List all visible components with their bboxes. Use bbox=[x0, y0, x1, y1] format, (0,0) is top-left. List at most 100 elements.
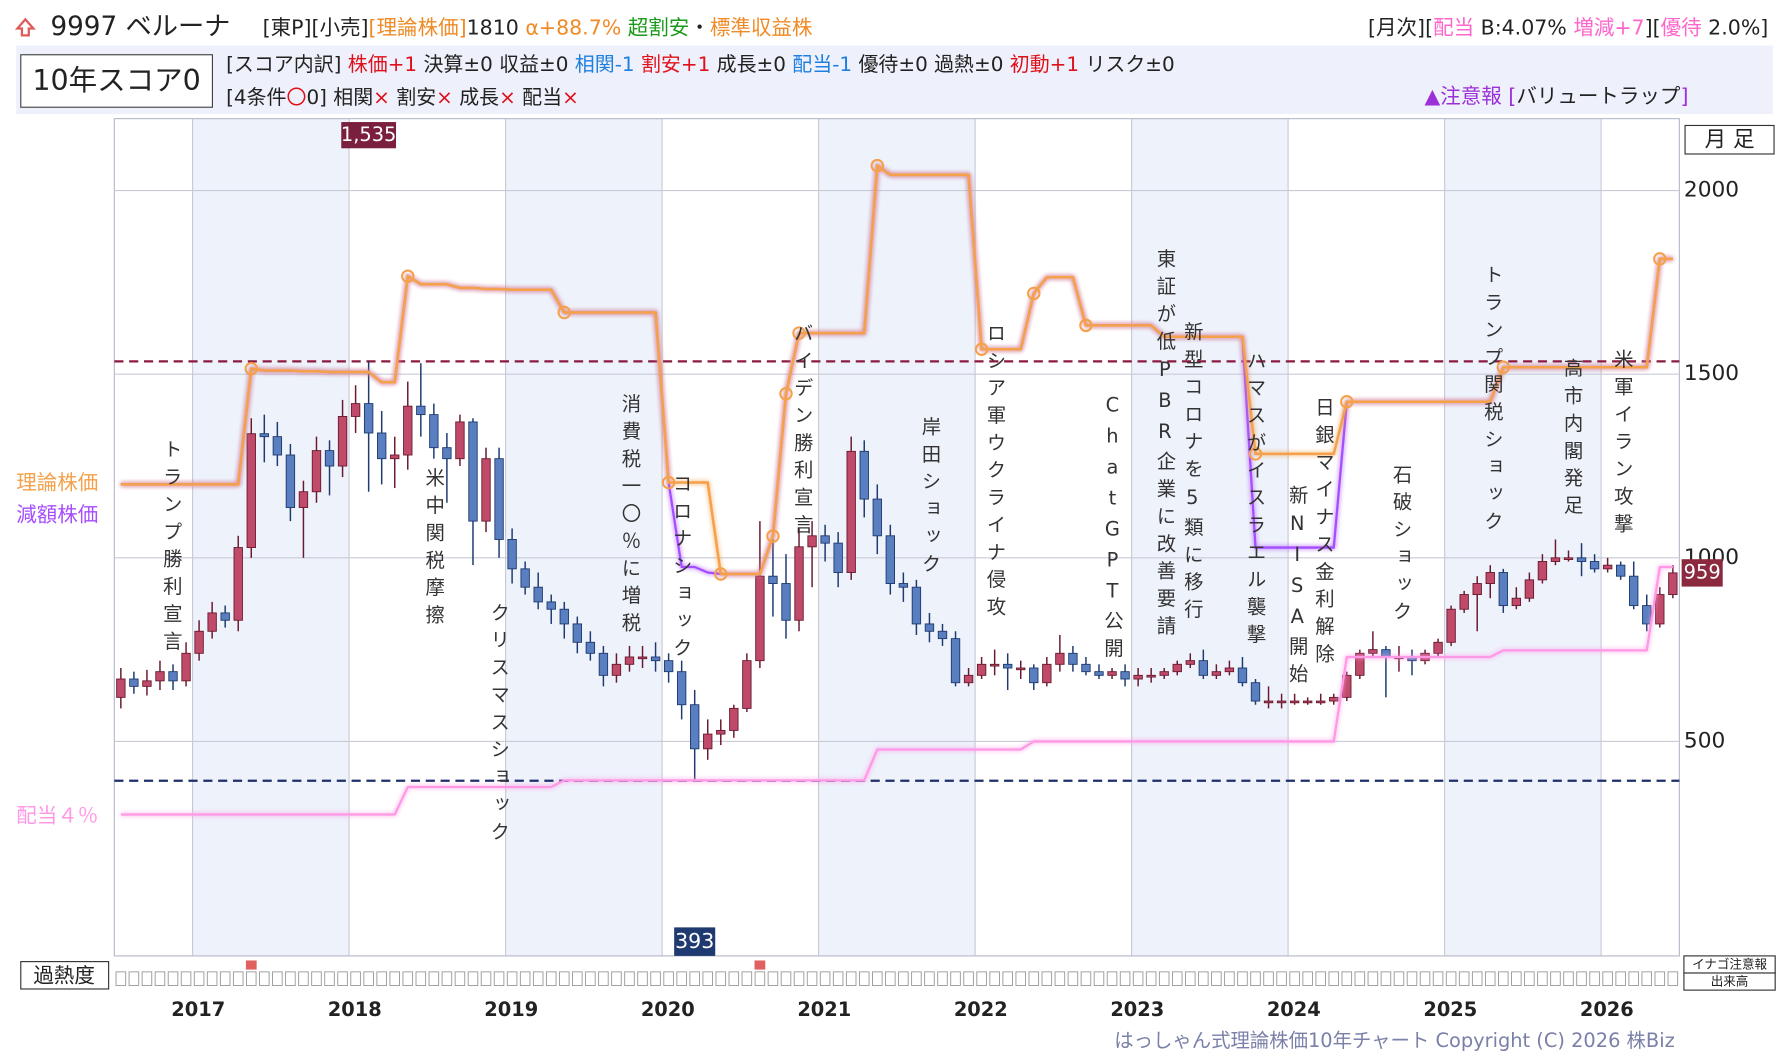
overheat-cell bbox=[1458, 971, 1470, 987]
overheat-cell bbox=[832, 971, 844, 987]
candle-body bbox=[859, 450, 869, 500]
revision-marker bbox=[661, 475, 676, 490]
overheat-cell bbox=[532, 971, 544, 987]
text-run: 割安+1 bbox=[641, 52, 710, 76]
text-run: [4条件 bbox=[226, 85, 286, 109]
overheat-cell bbox=[1002, 971, 1013, 987]
candle-body bbox=[390, 454, 400, 460]
legend-label: 減額株価 bbox=[16, 503, 98, 527]
line bbox=[120, 565, 1673, 816]
candle-body bbox=[1237, 667, 1248, 684]
event-label: バイデン勝利宣言 bbox=[791, 323, 814, 542]
y-tick-label: 2000 bbox=[1684, 178, 1739, 203]
event-label: 新NISA開始 bbox=[1286, 485, 1309, 691]
candle-body bbox=[1355, 652, 1365, 676]
candle-body bbox=[937, 630, 948, 640]
overheat-cell bbox=[441, 971, 453, 987]
overheat-cell bbox=[376, 971, 387, 987]
revision-marker bbox=[557, 305, 572, 320]
candle-body bbox=[1042, 663, 1052, 684]
overheat-cell bbox=[702, 971, 714, 987]
candle-body bbox=[1250, 682, 1261, 702]
candle-body bbox=[507, 539, 517, 570]
candle-body bbox=[377, 432, 387, 460]
year-label: 2026 bbox=[1580, 998, 1634, 1021]
text-run: 配当-1 bbox=[792, 52, 852, 76]
overheat-cell bbox=[1080, 971, 1092, 987]
candle-body bbox=[755, 575, 765, 662]
overheat-cell bbox=[1132, 971, 1144, 987]
candle-body bbox=[324, 450, 335, 467]
text-run: [東P][小売] bbox=[263, 16, 369, 40]
overheat-cell bbox=[389, 971, 400, 987]
overheat-cell bbox=[180, 971, 192, 987]
overheat-cell bbox=[1119, 971, 1131, 987]
overheat-cell bbox=[1602, 971, 1613, 987]
legend-label: 配当４％ bbox=[16, 804, 98, 828]
candle-body bbox=[194, 630, 204, 654]
overheat-cell bbox=[1615, 971, 1626, 987]
candle-body bbox=[1029, 667, 1039, 684]
stock-name: 9997 ベルーナ bbox=[50, 12, 230, 42]
volume-box bbox=[1683, 972, 1776, 991]
candle-body bbox=[181, 652, 191, 682]
header-line: [東P][小売][理論株価]1810 α+88.7% 超割安・標準収益株 bbox=[263, 16, 813, 40]
overheat-cell bbox=[1224, 971, 1235, 987]
overheat-cell bbox=[1445, 971, 1457, 987]
overheat-cell bbox=[1185, 971, 1196, 987]
text-run: 決算±0 収益±0 bbox=[417, 52, 575, 76]
revision-marker bbox=[870, 158, 885, 173]
overheat-cell bbox=[559, 971, 570, 987]
candle-body bbox=[468, 421, 478, 522]
candle-body bbox=[872, 498, 882, 537]
year-band bbox=[505, 118, 663, 956]
overheat-flag bbox=[245, 960, 257, 970]
score: 10年スコア0 bbox=[32, 64, 200, 97]
overheat-cell bbox=[1667, 971, 1679, 987]
overheat-cell bbox=[337, 971, 348, 987]
overheat-cell bbox=[324, 971, 335, 987]
overheat-cell bbox=[637, 971, 648, 987]
overheat-cell bbox=[1563, 971, 1574, 987]
candle-body bbox=[885, 535, 896, 584]
candle-body bbox=[1615, 564, 1626, 577]
text-run: 〇 bbox=[287, 85, 307, 109]
candle-body bbox=[246, 433, 256, 549]
candle-body bbox=[598, 652, 609, 676]
overheat-cell bbox=[676, 971, 687, 987]
high-label: 1,535 bbox=[341, 123, 396, 146]
text-run: ] bbox=[1680, 84, 1688, 108]
text-run: α+88.7% bbox=[525, 16, 627, 40]
overheat-cell bbox=[1250, 971, 1261, 987]
overheat-cell bbox=[598, 971, 609, 987]
overheat-cell bbox=[793, 971, 805, 987]
text-run: 2.0%] bbox=[1702, 16, 1769, 40]
overheat-cell bbox=[1589, 971, 1600, 987]
text-run: 1810 bbox=[467, 16, 526, 40]
overheat-cell bbox=[1511, 971, 1522, 987]
candle-body bbox=[846, 450, 856, 573]
overheat-cell bbox=[1171, 971, 1183, 987]
overheat-cell bbox=[1315, 971, 1326, 987]
year-label: 2020 bbox=[641, 998, 695, 1021]
text-run: [ bbox=[1508, 84, 1516, 108]
text-run: × bbox=[436, 85, 453, 109]
overheat-cell bbox=[519, 971, 531, 987]
overheat-cell bbox=[193, 971, 205, 987]
candle-body bbox=[455, 421, 465, 460]
text-run: 優待±0 過熱±0 bbox=[852, 52, 1010, 76]
overheat-label: 過熱度 bbox=[33, 963, 95, 987]
text-run: 標準収益株 bbox=[710, 16, 813, 40]
overheat-cell bbox=[1537, 971, 1548, 987]
candle-body bbox=[311, 450, 322, 493]
overheat-cell bbox=[1276, 971, 1287, 987]
overheat-cell bbox=[1641, 971, 1653, 987]
event-label: トランプ関税ショック bbox=[1481, 265, 1504, 539]
overheat-cell bbox=[976, 971, 987, 987]
event-label: 高市内閣発足 bbox=[1561, 358, 1584, 522]
up-icon bbox=[14, 17, 36, 37]
overheat-cell bbox=[937, 971, 948, 987]
overheat-cell bbox=[454, 971, 466, 987]
candle-body bbox=[950, 638, 961, 684]
candle-body bbox=[742, 660, 752, 709]
